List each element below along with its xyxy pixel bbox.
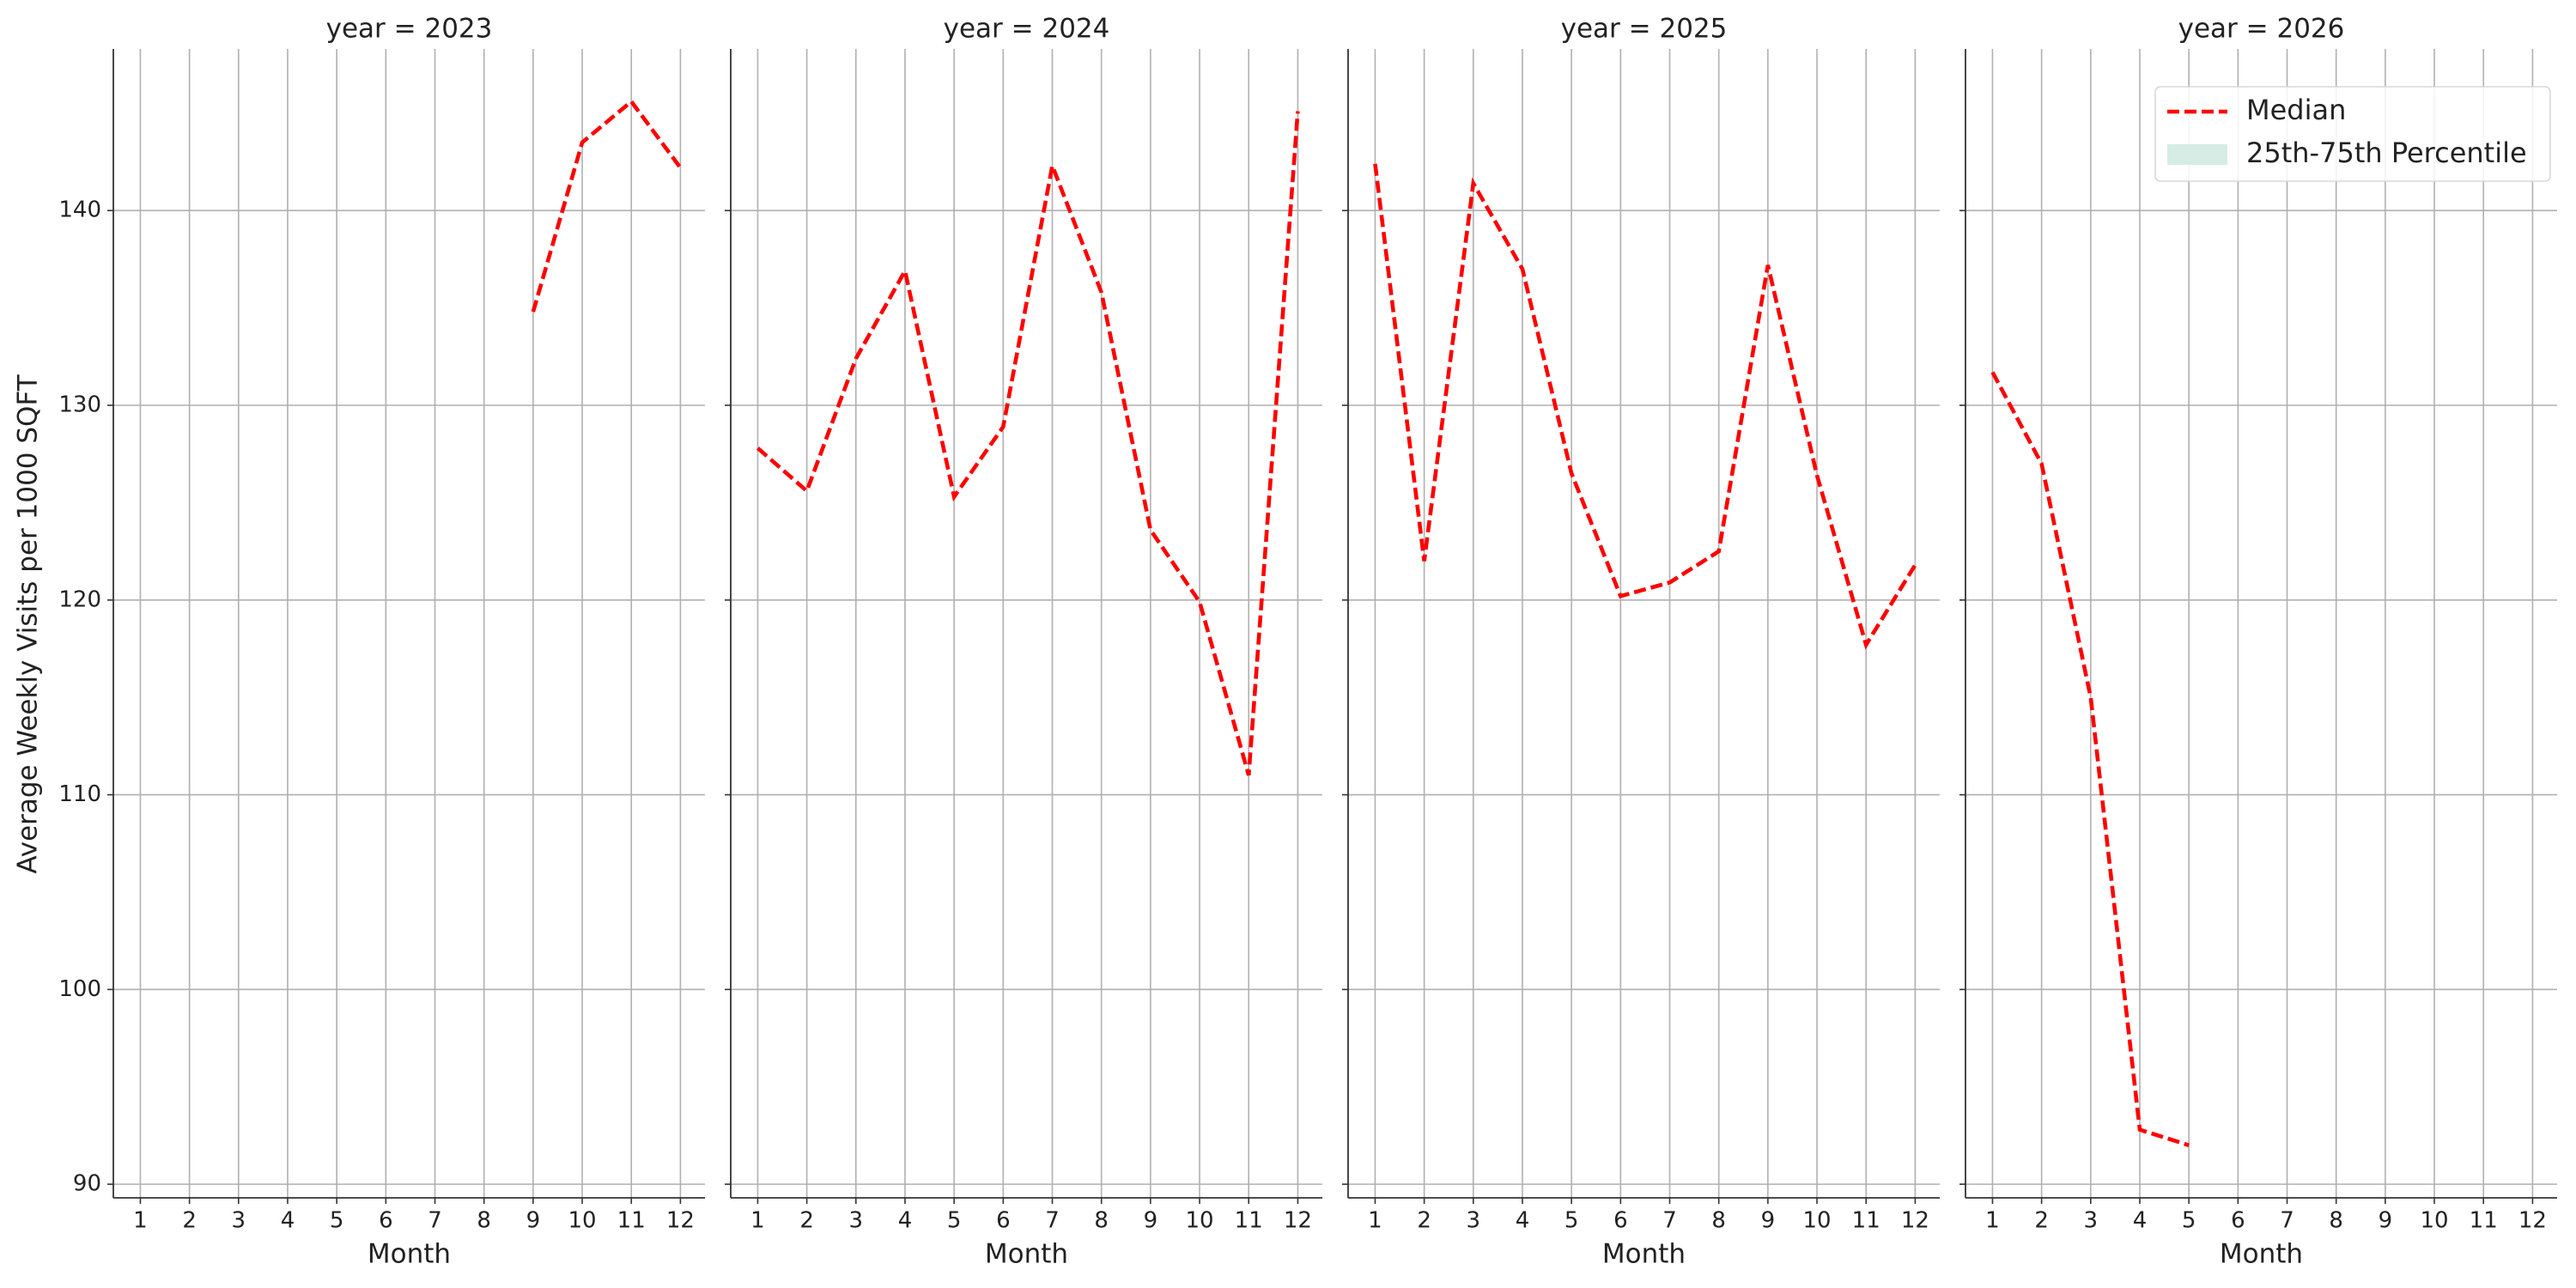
y-tick-label: 130 (58, 392, 101, 418)
x-tick-label: 10 (568, 1208, 597, 1234)
x-tick-label: 2 (1417, 1208, 1431, 1234)
x-tick-label: 5 (330, 1208, 344, 1234)
x-tick-label: 9 (1761, 1208, 1776, 1234)
x-tick-label: 2 (2034, 1208, 2049, 1234)
x-tick-label: 4 (2133, 1208, 2148, 1234)
x-tick-label: 11 (1852, 1208, 1880, 1234)
x-tick-label: 2 (799, 1208, 814, 1234)
x-tick-label: 12 (1284, 1208, 1312, 1234)
x-tick-label: 9 (526, 1208, 541, 1234)
panel-title: year = 2026 (2178, 14, 2345, 45)
x-tick-label: 2 (182, 1208, 197, 1234)
x-tick-label: 8 (477, 1208, 491, 1234)
panel-title: year = 2024 (944, 14, 1110, 45)
x-tick-label: 9 (1144, 1208, 1158, 1234)
y-axis-label: Average Weekly Visits per 1000 SQFT (13, 374, 44, 873)
x-tick-label: 4 (1516, 1208, 1530, 1234)
panel-title: year = 2025 (1561, 14, 1728, 45)
x-axis-label: Month (1602, 1239, 1686, 1270)
x-tick-label: 8 (2329, 1208, 2343, 1234)
y-tick-label: 110 (58, 781, 101, 807)
x-axis-label: Month (2220, 1239, 2303, 1270)
y-tick-label: 90 (73, 1171, 101, 1197)
x-tick-label: 7 (428, 1208, 442, 1234)
x-axis-label: Month (368, 1239, 451, 1270)
median-line (756, 111, 1300, 776)
x-tick-label: 12 (666, 1208, 695, 1234)
y-tick-label: 100 (58, 976, 101, 1002)
x-tick-label: 3 (849, 1208, 864, 1234)
x-tick-label: 11 (617, 1208, 646, 1234)
x-tick-label: 8 (1094, 1208, 1109, 1234)
x-tick-label: 6 (1613, 1208, 1628, 1234)
panel-title: year = 2023 (326, 14, 493, 45)
legend-box (2154, 86, 2551, 182)
x-tick-label: 1 (133, 1208, 148, 1234)
x-tick-label: 7 (1662, 1208, 1677, 1234)
x-tick-label: 6 (379, 1208, 393, 1234)
x-tick-label: 5 (2182, 1208, 2196, 1234)
y-tick-label: 120 (58, 586, 101, 612)
x-tick-label: 3 (2084, 1208, 2099, 1234)
x-tick-label: 3 (1467, 1208, 1481, 1234)
x-tick-label: 5 (947, 1208, 962, 1234)
x-tick-label: 1 (1368, 1208, 1382, 1234)
x-tick-label: 10 (1803, 1208, 1832, 1234)
x-tick-label: 11 (1235, 1208, 1263, 1234)
x-tick-label: 11 (2470, 1208, 2498, 1234)
x-tick-label: 4 (281, 1208, 295, 1234)
x-tick-label: 9 (2379, 1208, 2393, 1234)
x-tick-label: 4 (898, 1208, 913, 1234)
legend-label: Median (2246, 94, 2346, 126)
median-line (1990, 371, 2190, 1147)
x-axis-label: Month (985, 1239, 1068, 1270)
x-tick-label: 8 (1711, 1208, 1726, 1234)
x-tick-label: 6 (2231, 1208, 2245, 1234)
x-tick-label: 6 (996, 1208, 1011, 1234)
legend-label: 25th-75th Percentile (2246, 137, 2527, 169)
x-tick-label: 1 (1985, 1208, 2000, 1234)
median-line (531, 98, 683, 313)
x-tick-label: 7 (2280, 1208, 2294, 1234)
x-tick-label: 10 (1186, 1208, 1214, 1234)
x-tick-label: 3 (232, 1208, 246, 1234)
x-tick-label: 7 (1045, 1208, 1060, 1234)
x-tick-label: 10 (2421, 1208, 2449, 1234)
x-tick-label: 5 (1564, 1208, 1579, 1234)
x-tick-label: 12 (2518, 1208, 2547, 1234)
y-tick-label: 140 (58, 197, 101, 223)
x-tick-label: 1 (750, 1208, 765, 1234)
x-tick-label: 12 (1901, 1208, 1929, 1234)
median-line (1373, 163, 1917, 650)
legend-swatch (2167, 144, 2227, 165)
